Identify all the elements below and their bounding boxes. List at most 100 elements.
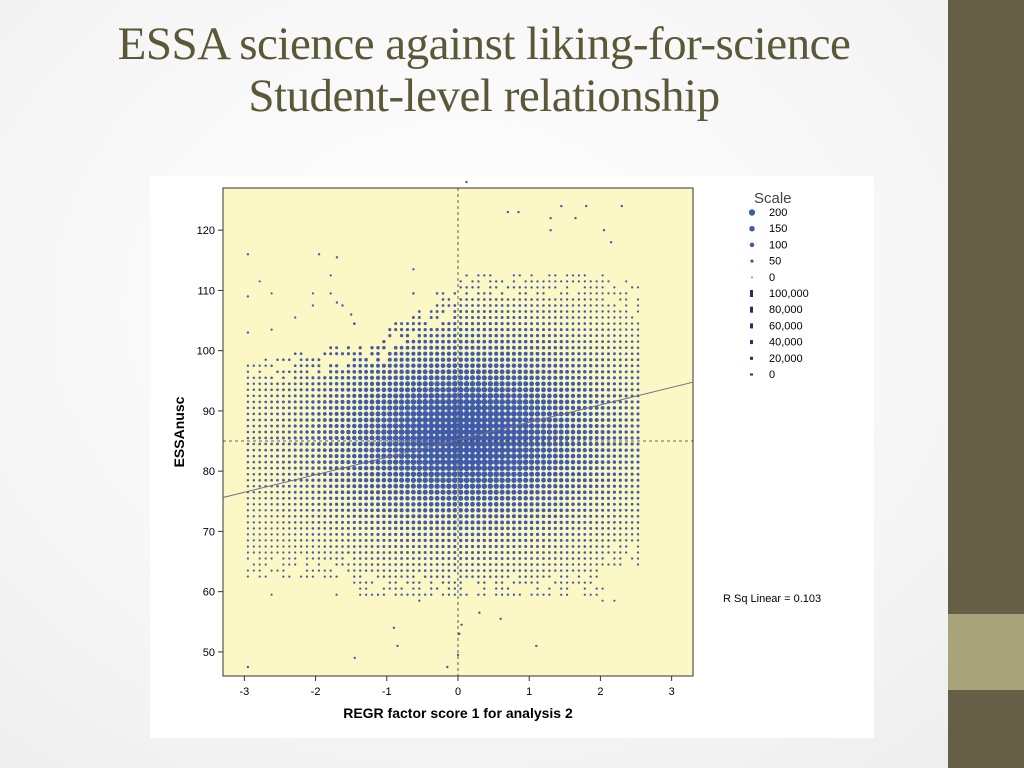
data-point bbox=[393, 369, 398, 374]
data-point bbox=[511, 363, 517, 368]
data-point bbox=[576, 411, 582, 417]
data-point bbox=[477, 292, 480, 295]
data-point bbox=[305, 557, 309, 560]
data-point bbox=[518, 538, 522, 543]
data-point bbox=[606, 442, 611, 446]
data-point bbox=[287, 424, 291, 428]
data-point bbox=[364, 563, 368, 566]
data-point bbox=[524, 292, 527, 295]
data-point bbox=[552, 435, 558, 441]
data-point bbox=[571, 357, 575, 362]
data-point bbox=[583, 322, 587, 325]
data-point bbox=[540, 447, 547, 453]
data-point bbox=[441, 520, 445, 525]
data-point bbox=[559, 490, 564, 495]
data-point bbox=[475, 495, 481, 501]
data-point bbox=[481, 471, 488, 478]
data-point bbox=[487, 489, 493, 495]
data-point bbox=[323, 539, 327, 542]
data-point bbox=[500, 593, 504, 596]
data-point bbox=[619, 316, 622, 319]
data-point bbox=[583, 532, 587, 536]
data-point bbox=[287, 370, 291, 374]
data-point bbox=[624, 406, 628, 410]
data-point bbox=[583, 334, 587, 338]
data-point bbox=[529, 508, 534, 513]
data-point bbox=[588, 370, 593, 374]
data-point bbox=[482, 298, 486, 301]
data-point bbox=[536, 292, 539, 295]
data-point bbox=[601, 539, 604, 542]
data-point bbox=[340, 484, 345, 489]
data-point bbox=[387, 429, 393, 435]
data-point bbox=[534, 411, 541, 417]
data-point bbox=[258, 472, 261, 476]
data-point bbox=[565, 520, 569, 525]
data-point bbox=[406, 557, 409, 560]
data-point bbox=[618, 376, 622, 380]
data-point bbox=[369, 447, 375, 453]
data-point bbox=[613, 292, 616, 295]
data-point bbox=[565, 375, 570, 380]
data-point bbox=[636, 515, 640, 518]
data-point bbox=[559, 316, 563, 319]
data-point bbox=[636, 412, 640, 416]
data-point bbox=[276, 442, 279, 446]
data-point bbox=[340, 429, 345, 435]
data-point bbox=[270, 515, 273, 518]
data-point bbox=[317, 382, 321, 386]
data-point bbox=[528, 453, 535, 459]
data-point bbox=[465, 292, 468, 295]
data-point bbox=[477, 581, 480, 584]
outlier-point bbox=[246, 331, 250, 334]
data-point bbox=[381, 405, 387, 411]
outlier-point bbox=[460, 623, 463, 626]
data-point bbox=[293, 484, 297, 488]
data-point bbox=[417, 557, 421, 560]
data-point bbox=[481, 386, 488, 393]
data-point bbox=[288, 533, 291, 536]
data-point bbox=[517, 363, 522, 368]
data-point bbox=[518, 292, 522, 295]
data-point bbox=[305, 400, 309, 404]
data-point bbox=[583, 292, 586, 295]
data-point bbox=[246, 515, 250, 518]
data-point bbox=[358, 346, 362, 350]
data-point bbox=[553, 381, 558, 386]
data-point bbox=[630, 502, 634, 506]
data-point bbox=[451, 440, 459, 448]
data-point bbox=[328, 478, 333, 482]
data-point bbox=[429, 327, 433, 332]
data-point bbox=[500, 551, 504, 554]
data-point bbox=[541, 514, 546, 519]
data-point bbox=[548, 286, 551, 289]
data-point bbox=[293, 382, 297, 386]
data-point bbox=[571, 280, 575, 283]
data-point bbox=[510, 428, 517, 436]
data-point bbox=[293, 454, 297, 458]
data-point bbox=[517, 369, 523, 375]
data-point bbox=[323, 466, 327, 470]
data-point bbox=[511, 345, 516, 350]
data-point bbox=[488, 526, 493, 531]
data-point bbox=[258, 376, 261, 380]
data-point bbox=[293, 533, 297, 536]
data-point bbox=[453, 593, 456, 596]
data-point bbox=[305, 569, 309, 572]
data-point bbox=[382, 575, 386, 578]
data-point bbox=[328, 400, 333, 404]
data-point bbox=[523, 514, 528, 519]
data-point bbox=[252, 388, 256, 392]
data-point bbox=[530, 328, 534, 332]
data-point bbox=[299, 394, 303, 398]
data-point bbox=[282, 382, 285, 386]
data-point bbox=[270, 448, 273, 452]
data-point bbox=[565, 551, 569, 554]
data-point bbox=[529, 532, 534, 537]
data-point bbox=[522, 417, 529, 423]
data-point bbox=[411, 357, 416, 362]
data-point bbox=[457, 471, 464, 478]
data-point bbox=[475, 452, 482, 460]
data-point bbox=[346, 453, 351, 459]
data-point bbox=[359, 587, 362, 590]
